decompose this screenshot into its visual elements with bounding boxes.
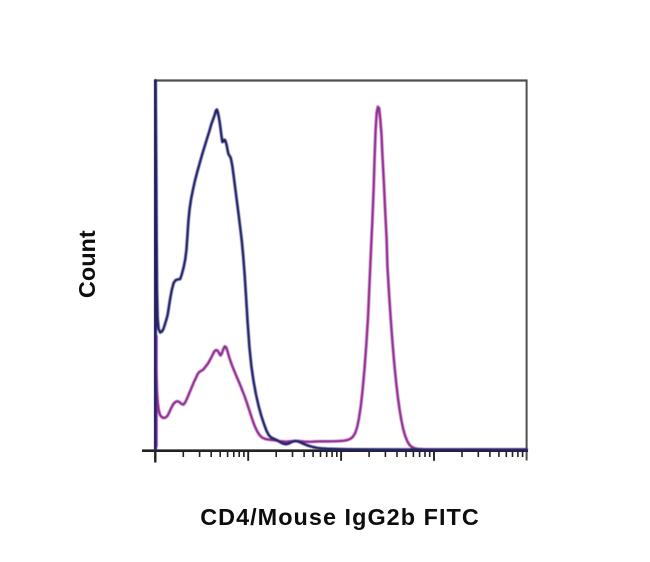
svg-text:Count: Count <box>74 230 100 298</box>
svg-text:CD4/Mouse IgG2b FITC: CD4/Mouse IgG2b FITC <box>200 504 480 530</box>
